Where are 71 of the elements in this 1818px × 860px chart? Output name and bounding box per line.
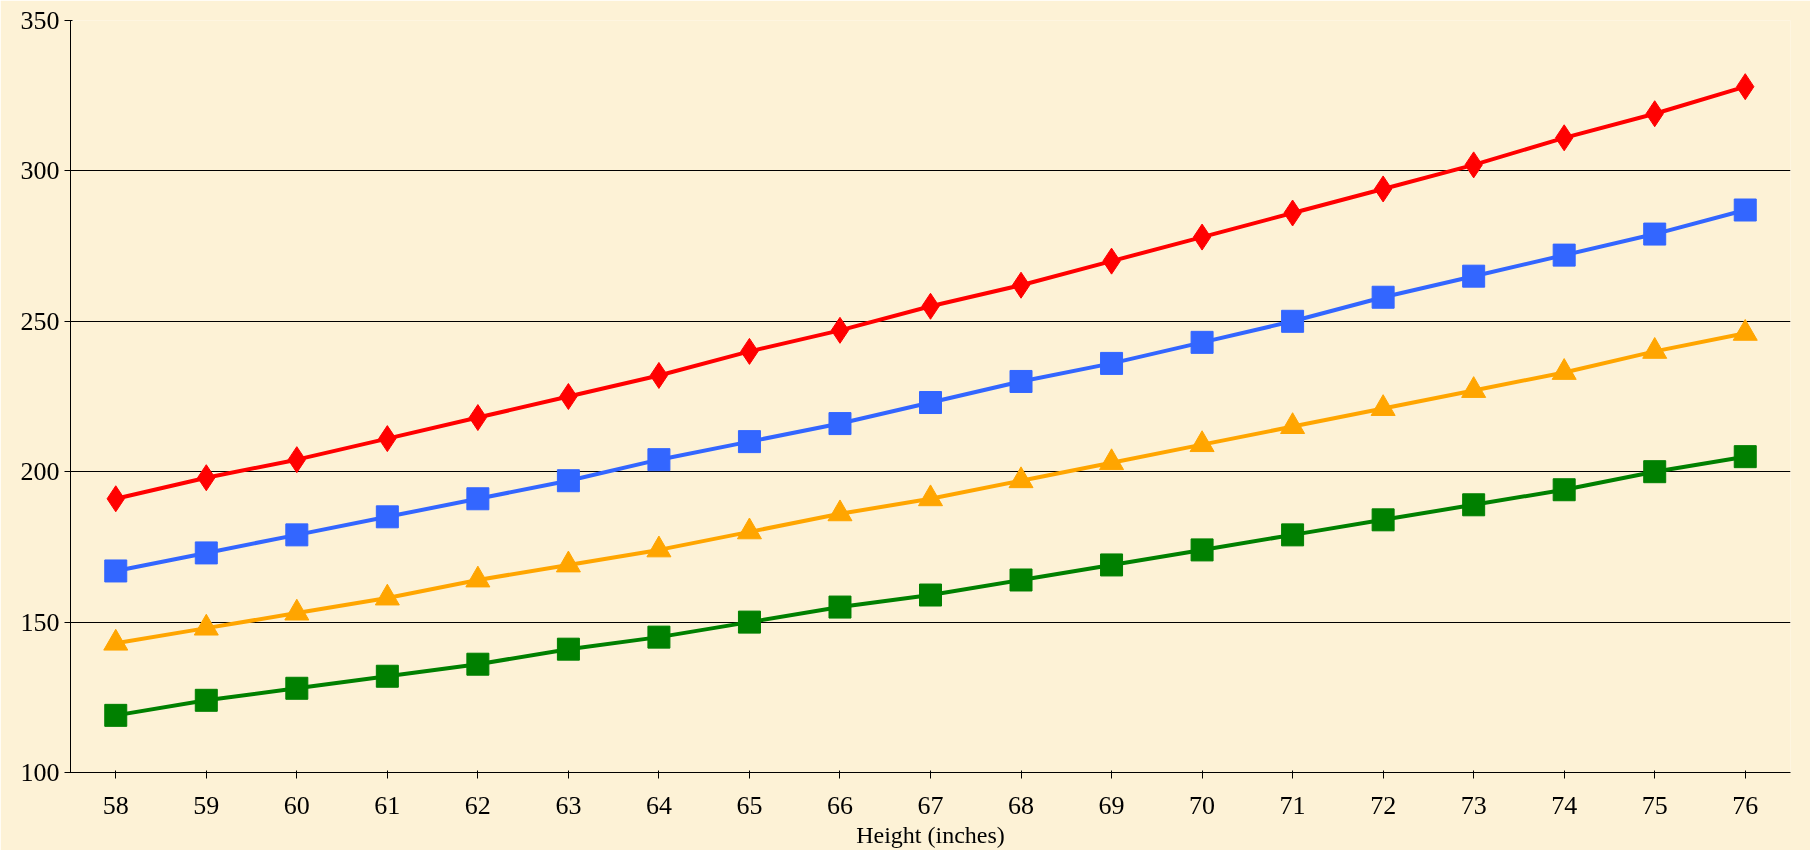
point <box>1371 508 1395 532</box>
point <box>1190 330 1214 354</box>
point <box>919 391 942 415</box>
x-tick-label: 76 <box>1732 790 1759 820</box>
point <box>1552 478 1576 502</box>
point <box>375 505 399 529</box>
x-tick-label: 61 <box>374 790 401 820</box>
x-tick-label: 58 <box>102 790 129 820</box>
point <box>828 412 852 436</box>
point <box>1371 285 1395 309</box>
y-tick-label: 150 <box>20 607 60 637</box>
point <box>1281 309 1305 333</box>
x-tick-label: 71 <box>1279 790 1306 820</box>
point <box>1009 369 1033 393</box>
point <box>1733 445 1757 469</box>
point <box>468 404 488 432</box>
x-tick-label: 66 <box>826 790 853 820</box>
x-tick-label: 64 <box>645 790 672 820</box>
y-tick-label: 300 <box>20 156 60 186</box>
x-tick-label: 72 <box>1370 790 1397 820</box>
x-tick-label: 69 <box>1098 790 1125 820</box>
point <box>194 541 218 565</box>
point <box>375 664 399 688</box>
x-tick-label: 70 <box>1189 790 1216 820</box>
x-tick-label: 63 <box>555 790 582 820</box>
point <box>285 676 309 700</box>
point <box>194 688 218 712</box>
x-axis-title: Height (inches) <box>856 821 1005 848</box>
x-tick-label: 60 <box>283 790 310 820</box>
y-tick-label: 250 <box>20 306 60 336</box>
point <box>104 703 128 727</box>
point <box>647 448 671 472</box>
y-tick-label: 350 <box>20 6 60 35</box>
x-tick-label: 74 <box>1551 790 1578 820</box>
point <box>1373 175 1393 203</box>
x-tick-label: 59 <box>193 790 220 820</box>
point <box>1100 553 1124 577</box>
point <box>285 523 309 547</box>
point <box>830 316 850 344</box>
x-tick-label: 62 <box>464 790 491 820</box>
point <box>104 559 128 583</box>
y-tick-label: 200 <box>20 457 60 487</box>
point <box>828 595 852 619</box>
point <box>1462 264 1486 288</box>
point <box>466 487 490 511</box>
point <box>649 361 669 389</box>
x-tick-label: 73 <box>1460 790 1487 820</box>
point <box>647 625 671 649</box>
point <box>556 637 580 661</box>
x-tick-label: 65 <box>736 790 763 820</box>
point <box>737 610 761 634</box>
point <box>1192 223 1212 251</box>
point <box>1190 538 1214 562</box>
x-tick-label: 75 <box>1641 790 1668 820</box>
point <box>1733 198 1757 222</box>
point <box>556 469 580 493</box>
y-tick-label: 100 <box>20 758 60 787</box>
point <box>737 430 761 454</box>
x-tick-label: 67 <box>917 790 944 820</box>
point <box>1011 271 1031 299</box>
point <box>1281 523 1305 547</box>
point <box>1462 493 1486 517</box>
point <box>1643 222 1667 246</box>
point <box>1643 460 1667 484</box>
point <box>919 583 942 607</box>
point <box>1552 243 1576 267</box>
point <box>559 383 578 410</box>
x-tick-label: 68 <box>1008 790 1035 820</box>
point <box>1009 568 1033 592</box>
point <box>1100 351 1124 375</box>
point <box>466 652 490 676</box>
